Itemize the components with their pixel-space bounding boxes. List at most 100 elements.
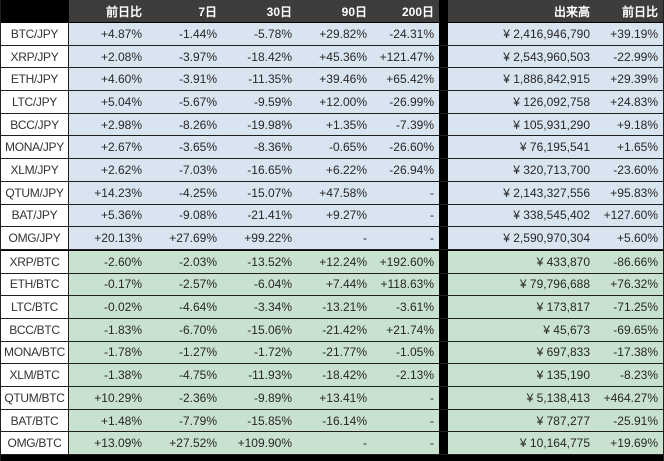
cell-30d-change: -15.06% (222, 318, 297, 341)
table-row-btc-jpy: BTC/JPY +4.87% -1.44% -5.78% +29.82% -24.31% ¥… (1, 23, 663, 46)
column-header-90d-change: 90日 (297, 0, 372, 22)
cell-volume: ¥ 135,190 (448, 364, 595, 386)
cell-volume: ¥ 433,870 (448, 250, 595, 273)
section-divider (439, 0, 448, 22)
pair-label: MONA/BTC (1, 341, 69, 364)
pair-label: BCC/JPY (1, 113, 69, 136)
column-header-30d-change: 30日 (222, 0, 297, 22)
cell-volume: ¥ 697,833 (448, 341, 595, 364)
cell-7d-change: -2.36% (147, 387, 222, 409)
cell-7d-change: -6.70% (147, 318, 222, 341)
cell-90d-change: - (297, 432, 372, 455)
cell-200d-change: -24.31% (372, 23, 439, 45)
cell-200d-change: -7.39% (372, 113, 439, 136)
pair-label: XLM/JPY (1, 159, 69, 181)
section-divider (439, 136, 448, 159)
cell-90d-change: +47.58% (297, 181, 372, 204)
cell-30d-change: -11.35% (222, 68, 297, 91)
cell-7d-change: -2.03% (147, 250, 222, 273)
cell-7d-change: -9.08% (147, 204, 222, 227)
cell-volume: ¥ 1,886,842,915 (448, 68, 595, 91)
cell-200d-change: +192.60% (372, 250, 439, 273)
cell-volume: ¥ 787,277 (448, 409, 595, 432)
pair-label: QTUM/BTC (1, 387, 69, 409)
cell-day-change: -1.78% (69, 341, 147, 364)
cell-200d-change: - (372, 204, 439, 227)
cell-30d-change: -13.52% (222, 250, 297, 273)
cell-30d-change: -3.34% (222, 296, 297, 318)
cell-day-change: +14.23% (69, 181, 147, 204)
cell-day-change: +2.08% (69, 45, 147, 68)
cell-volume-day-change: +95.83% (595, 181, 663, 204)
cell-volume-day-change: +5.60% (595, 227, 663, 249)
cell-day-change: +5.36% (69, 204, 147, 227)
cell-volume-day-change: +29.39% (595, 68, 663, 91)
cell-200d-change: -2.13% (372, 364, 439, 386)
section-divider (439, 432, 448, 455)
section-divider (439, 204, 448, 227)
cell-volume-day-change: -23.60% (595, 159, 663, 181)
table-row-qtum-jpy: QTUM/JPY +14.23% -4.25% -15.07% +47.58% - ¥ 2,… (1, 181, 663, 205)
column-header-volume: 出来高 (448, 0, 595, 22)
cell-30d-change: +109.90% (222, 432, 297, 455)
cell-7d-change: -2.57% (147, 273, 222, 296)
cell-30d-change: +99.22% (222, 227, 297, 249)
cell-7d-change: -7.03% (147, 159, 222, 181)
cell-volume: ¥ 45,673 (448, 318, 595, 341)
table-header-row: 前日比 7日 30日 90日 200日 出来高 前日比 (1, 0, 663, 23)
cell-90d-change: +9.27% (297, 204, 372, 227)
section-divider (439, 113, 448, 136)
cell-7d-change: -7.79% (147, 409, 222, 432)
cell-volume-day-change: +76.32% (595, 273, 663, 296)
cell-day-change: +20.13% (69, 227, 147, 249)
cell-7d-change: -4.25% (147, 181, 222, 204)
cell-30d-change: -21.41% (222, 204, 297, 227)
cell-30d-change: -15.85% (222, 409, 297, 432)
table-row-omg-btc: OMG/BTC +13.09% +27.52% +109.90% - - ¥ 10,164,… (1, 432, 663, 456)
cell-90d-change: +6.22% (297, 159, 372, 181)
pair-label: XRP/BTC (1, 250, 69, 273)
cell-200d-change: +65.42% (372, 68, 439, 91)
cell-day-change: -2.60% (69, 250, 147, 273)
cell-200d-change: -1.05% (372, 341, 439, 364)
cell-day-change: +1.48% (69, 409, 147, 432)
cell-200d-change: - (372, 181, 439, 204)
cell-30d-change: -11.93% (222, 364, 297, 386)
cell-30d-change: -9.89% (222, 387, 297, 409)
cell-volume: ¥ 2,543,960,503 (448, 45, 595, 68)
column-header-200d-change: 200日 (372, 0, 439, 22)
cell-90d-change: +7.44% (297, 273, 372, 296)
cell-day-change: +4.87% (69, 23, 147, 45)
section-divider (439, 23, 448, 45)
cell-90d-change: +45.36% (297, 45, 372, 68)
cell-90d-change: -0.65% (297, 136, 372, 159)
cell-90d-change: -18.42% (297, 364, 372, 386)
cell-day-change: -0.17% (69, 273, 147, 296)
cell-volume-day-change: -22.99% (595, 45, 663, 68)
table-row-bat-jpy: BAT/JPY +5.36% -9.08% -21.41% +9.27% - ¥ 338,5… (1, 204, 663, 228)
cell-volume: ¥ 2,416,946,790 (448, 23, 595, 45)
cell-7d-change: -4.64% (147, 296, 222, 318)
cell-90d-change: +1.35% (297, 113, 372, 136)
section-divider (439, 318, 448, 341)
cell-day-change: +2.67% (69, 136, 147, 159)
cell-day-change: +2.98% (69, 113, 147, 136)
cell-7d-change: +27.69% (147, 227, 222, 249)
cell-30d-change: -18.42% (222, 45, 297, 68)
cell-volume-day-change: -8.23% (595, 364, 663, 386)
cell-volume-day-change: -69.65% (595, 318, 663, 341)
cell-90d-change: -21.42% (297, 318, 372, 341)
cell-volume-day-change: -25.91% (595, 409, 663, 432)
table-row-xlm-jpy: XLM/JPY +2.62% -7.03% -16.65% +6.22% -26.94% ¥… (1, 159, 663, 182)
cell-7d-change: -8.26% (147, 113, 222, 136)
section-divider (439, 45, 448, 68)
section-divider (439, 68, 448, 91)
cell-volume-day-change: +24.83% (595, 91, 663, 113)
cell-7d-change: -1.44% (147, 23, 222, 45)
table-row-bcc-btc: BCC/BTC -1.83% -6.70% -15.06% -21.42% +21.74%… (1, 318, 663, 342)
cell-30d-change: -19.98% (222, 113, 297, 136)
cell-200d-change: - (372, 432, 439, 455)
cell-200d-change: -26.60% (372, 136, 439, 159)
table-row-eth-jpy: ETH/JPY +4.60% -3.91% -11.35% +39.46% +65.42%… (1, 68, 663, 92)
column-header-volume-day-change: 前日比 (595, 0, 663, 22)
